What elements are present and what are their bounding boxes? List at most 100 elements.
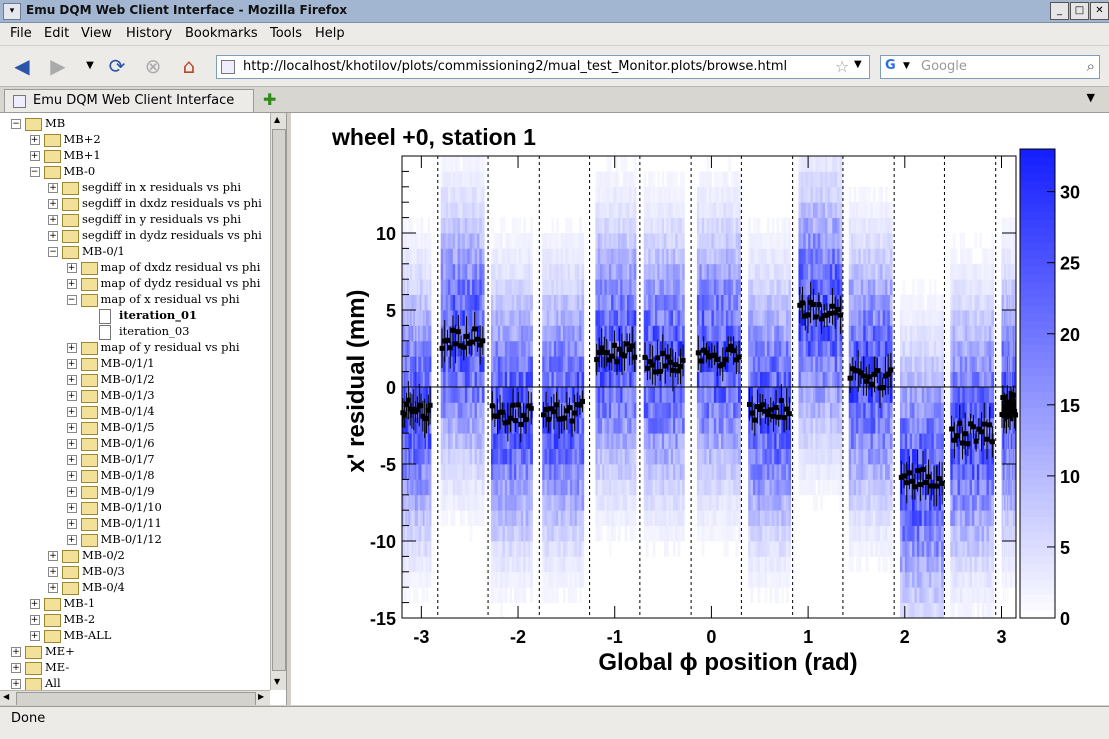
menu-tools[interactable]: Tools — [270, 26, 302, 41]
search-engine-dropdown-icon[interactable]: ▼ — [903, 61, 910, 71]
expand-icon[interactable]: + — [11, 679, 21, 689]
expand-icon[interactable]: + — [30, 135, 40, 145]
tree-item[interactable]: iteration_01 — [0, 308, 270, 324]
expand-icon[interactable]: + — [48, 567, 58, 577]
tree-item[interactable]: +MB-1 — [0, 596, 270, 612]
search-icon[interactable]: ⌕ — [1087, 57, 1095, 75]
tree-item[interactable]: +ME+ — [0, 644, 270, 660]
expand-icon[interactable]: + — [11, 663, 21, 673]
sidebar-horizontal-scrollbar[interactable]: ◀ ▶ — [0, 690, 270, 705]
expand-icon[interactable]: + — [67, 455, 77, 465]
tree-item[interactable]: +MB-0/1/6 — [0, 436, 270, 452]
expand-icon[interactable]: + — [30, 599, 40, 609]
tree-item[interactable]: +MB+1 — [0, 148, 270, 164]
home-icon[interactable]: ⌂ — [175, 52, 203, 80]
close-icon[interactable]: ✕ — [1090, 2, 1109, 20]
tab-emu-dqm[interactable]: Emu DQM Web Client Interface — [4, 89, 254, 112]
search-engine-icon[interactable]: G — [885, 58, 901, 74]
scroll-right-icon[interactable]: ▶ — [258, 692, 264, 701]
collapse-icon[interactable]: − — [11, 119, 21, 129]
forward-arrow-icon[interactable]: ▶ — [44, 52, 72, 80]
tree-item[interactable]: +MB-0/1/1 — [0, 356, 270, 372]
tree-item[interactable]: +segdiff in x residuals vs phi — [0, 180, 270, 196]
tree-item[interactable]: +segdiff in dxdz residuals vs phi — [0, 196, 270, 212]
bookmark-star-icon[interactable]: ☆ — [835, 57, 849, 76]
expand-icon[interactable]: + — [67, 359, 77, 369]
tree-item[interactable]: +MB-0/1/7 — [0, 452, 270, 468]
menu-edit[interactable]: Edit — [44, 26, 69, 41]
url-input[interactable]: http://localhost/khotilov/plots/commissi… — [216, 55, 870, 79]
expand-icon[interactable]: + — [48, 583, 58, 593]
expand-icon[interactable]: + — [48, 199, 58, 209]
stop-icon[interactable]: ⊗ — [139, 52, 167, 80]
tree-item[interactable]: iteration_03 — [0, 324, 270, 340]
history-dropdown-icon[interactable]: ▼ — [76, 52, 104, 80]
minimize-icon[interactable]: _ — [1050, 2, 1069, 20]
tree-item[interactable]: +MB-0/1/11 — [0, 516, 270, 532]
back-arrow-icon[interactable]: ◀ — [8, 52, 36, 80]
expand-icon[interactable]: + — [48, 215, 58, 225]
tree-item[interactable]: +map of dydz residual vs phi — [0, 276, 270, 292]
expand-icon[interactable]: + — [67, 439, 77, 449]
collapse-icon[interactable]: − — [30, 167, 40, 177]
menu-help[interactable]: Help — [315, 26, 345, 41]
expand-icon[interactable]: + — [67, 391, 77, 401]
expand-icon[interactable]: + — [30, 615, 40, 625]
tree-item[interactable]: +segdiff in y residuals vs phi — [0, 212, 270, 228]
horizontal-scroll-thumb[interactable] — [16, 692, 256, 705]
tree-item[interactable]: +MB-0/1/8 — [0, 468, 270, 484]
tree-item[interactable]: +segdiff in dydz residuals vs phi — [0, 228, 270, 244]
tree-item[interactable]: +MB-0/4 — [0, 580, 270, 596]
tree-item[interactable]: −map of x residual vs phi — [0, 292, 270, 308]
collapse-icon[interactable]: − — [67, 295, 77, 305]
scroll-down-icon[interactable]: ▼ — [274, 677, 280, 686]
expand-icon[interactable]: + — [67, 471, 77, 481]
tree-item[interactable]: −MB — [0, 116, 270, 132]
expand-icon[interactable]: + — [67, 375, 77, 385]
reload-icon[interactable]: ⟳ — [103, 52, 131, 80]
collapse-icon[interactable]: − — [48, 247, 58, 257]
expand-icon[interactable]: + — [48, 551, 58, 561]
expand-icon[interactable]: + — [30, 631, 40, 641]
list-all-tabs-icon[interactable]: ▼ — [1087, 91, 1095, 104]
tree-item[interactable]: −MB-0 — [0, 164, 270, 180]
menu-file[interactable]: File — [10, 26, 32, 41]
sidebar-vertical-scrollbar[interactable]: ▲ ▼ — [270, 113, 286, 690]
url-dropdown-icon[interactable]: ▼ — [854, 59, 862, 70]
tree-item[interactable]: +MB-0/3 — [0, 564, 270, 580]
window-menu-icon[interactable]: ▾ — [3, 3, 21, 20]
expand-icon[interactable]: + — [48, 183, 58, 193]
tree-item[interactable]: +MB-0/1/5 — [0, 420, 270, 436]
expand-icon[interactable]: + — [67, 535, 77, 545]
expand-icon[interactable]: + — [30, 151, 40, 161]
tree-item[interactable]: +ME- — [0, 660, 270, 676]
expand-icon[interactable]: + — [48, 231, 58, 241]
expand-icon[interactable]: + — [11, 647, 21, 657]
tree-item[interactable]: −MB-0/1 — [0, 244, 270, 260]
scroll-up-icon[interactable]: ▲ — [274, 115, 280, 124]
expand-icon[interactable]: + — [67, 279, 77, 289]
scroll-left-icon[interactable]: ◀ — [3, 692, 9, 701]
expand-icon[interactable]: + — [67, 423, 77, 433]
tree-item[interactable]: +MB-0/1/12 — [0, 532, 270, 548]
expand-icon[interactable]: + — [67, 503, 77, 513]
tree-item[interactable]: +map of y residual vs phi — [0, 340, 270, 356]
expand-icon[interactable]: + — [67, 519, 77, 529]
tree-item[interactable]: +MB-0/1/9 — [0, 484, 270, 500]
menu-view[interactable]: View — [81, 26, 112, 41]
vertical-scroll-thumb[interactable] — [272, 129, 286, 671]
tree-item[interactable]: +MB-ALL — [0, 628, 270, 644]
search-input[interactable]: G ▼ Google ⌕ — [880, 55, 1100, 79]
maximize-icon[interactable]: □ — [1070, 2, 1089, 20]
tree-item[interactable]: +MB-0/1/10 — [0, 500, 270, 516]
expand-icon[interactable]: + — [67, 407, 77, 417]
tree-item[interactable]: +MB-0/2 — [0, 548, 270, 564]
tree-item[interactable]: +MB+2 — [0, 132, 270, 148]
tree-item[interactable]: +MB-0/1/4 — [0, 404, 270, 420]
tree-item[interactable]: +MB-2 — [0, 612, 270, 628]
tree-item[interactable]: +MB-0/1/3 — [0, 388, 270, 404]
expand-icon[interactable]: + — [67, 487, 77, 497]
expand-icon[interactable]: + — [67, 343, 77, 353]
new-tab-icon[interactable]: ✚ — [263, 90, 276, 109]
tree-item[interactable]: +map of dxdz residual vs phi — [0, 260, 270, 276]
